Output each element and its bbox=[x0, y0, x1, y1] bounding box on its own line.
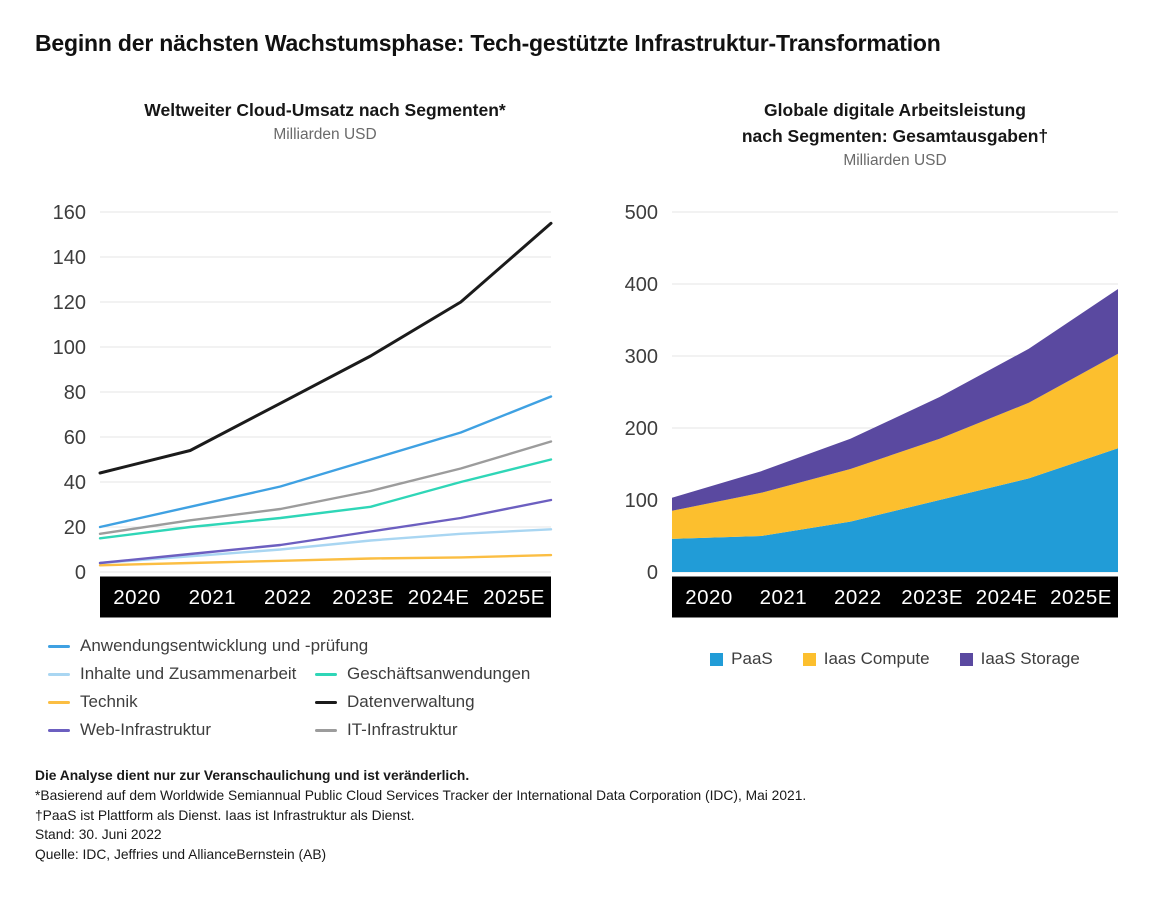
left-chart-title: Weltweiter Cloud-Umsatz nach Segmenten* bbox=[144, 100, 506, 120]
legend-row: Inhalte und Zusammenarbeit Geschäftsanwen… bbox=[48, 660, 530, 688]
legend-square-swatch bbox=[959, 652, 973, 666]
area-chart-legend: PaaS Iaas Compute IaaS Storage bbox=[672, 649, 1118, 669]
x-axis-tick-label: 2021 bbox=[760, 586, 808, 609]
footnote-definitions: †PaaS ist Plattform als Dienst. Iaas ist… bbox=[35, 807, 415, 823]
area-series-paas bbox=[672, 448, 1118, 572]
y-axis-tick-label: 300 bbox=[625, 346, 658, 368]
x-axis-tick-label: 2024E bbox=[976, 586, 1038, 609]
legend-label: Geschäftsanwendungen bbox=[347, 664, 531, 683]
x-axis-tick-label: 2025E bbox=[483, 586, 545, 609]
x-axis-tick-label: 2021 bbox=[189, 586, 237, 609]
legend-label: IT-Infrastruktur bbox=[347, 720, 458, 739]
left-chart-title-block: Weltweiter Cloud-Umsatz nach Segmenten* … bbox=[45, 97, 605, 144]
legend-square-swatch bbox=[710, 652, 724, 666]
y-axis-tick-label: 80 bbox=[64, 382, 86, 404]
line-series-geschäftsanwendungen bbox=[98, 458, 553, 540]
right-chart-subtitle: Milliarden USD bbox=[843, 152, 947, 169]
footnote-source: Quelle: IDC, Jeffries und AllianceBernst… bbox=[35, 847, 327, 863]
legend-item-technik: Technik bbox=[48, 692, 315, 712]
legend-item-iaas-storage: IaaS Storage bbox=[959, 649, 1080, 669]
legend-label: Anwendungsentwicklung und -prüfung bbox=[80, 636, 369, 655]
line-series-inhalte-und-zusammenarbeit bbox=[98, 528, 553, 565]
legend-line-swatch bbox=[315, 672, 337, 676]
legend-item-inhalte-und-zusammenarbeit: Inhalte und Zusammenarbeit bbox=[48, 664, 315, 684]
footnote-disclaimer: Die Analyse dient nur zur Veranschaulich… bbox=[35, 768, 470, 783]
legend-item-anwendungsentwicklung-und-prüfung: Anwendungsentwicklung und -prüfung bbox=[48, 636, 368, 656]
y-axis-tick-label: 400 bbox=[625, 274, 658, 296]
footnotes: Die Analyse dient nur zur Veranschaulich… bbox=[35, 766, 806, 865]
legend-row: Web-Infrastruktur IT-Infrastruktur bbox=[48, 716, 530, 744]
line-series-datenverwaltung bbox=[98, 221, 553, 475]
right-chart-title-block: Globale digitale Arbeitsleistung nach Se… bbox=[640, 97, 1150, 170]
area-series-iaas-compute bbox=[672, 353, 1118, 539]
legend-square-swatch bbox=[802, 652, 816, 666]
legend-label: Inhalte und Zusammenarbeit bbox=[80, 664, 297, 683]
footnote-source-idc: *Basierend auf dem Worldwide Semiannual … bbox=[35, 787, 807, 803]
y-axis-tick-label: 100 bbox=[625, 490, 658, 512]
legend-row: Anwendungsentwicklung und -prüfung bbox=[48, 632, 530, 660]
x-axis-tick-label: 2023E bbox=[901, 586, 963, 609]
legend-line-swatch bbox=[48, 728, 70, 732]
cloud-revenue-line-chart: 0 20 40 60 80 100 120 140 160 2020 2021 2022 2023E 20… bbox=[53, 202, 553, 618]
x-axis-tick-label: 2023E bbox=[332, 586, 394, 609]
legend-line-swatch bbox=[48, 672, 70, 676]
x-axis-tick-label: 2020 bbox=[685, 586, 733, 609]
y-axis-tick-label: 20 bbox=[64, 517, 86, 539]
y-axis-tick-label: 120 bbox=[53, 292, 86, 314]
y-axis-tick-label: 40 bbox=[64, 472, 86, 494]
page-title: Beginn der nächsten Wachstumsphase: Tech… bbox=[35, 30, 941, 56]
footnote-date: Stand: 30. Juni 2022 bbox=[35, 827, 162, 843]
area-series-iaas-storage bbox=[672, 289, 1118, 511]
legend-label: Web-Infrastruktur bbox=[80, 720, 212, 739]
x-axis-band bbox=[672, 576, 1118, 618]
x-axis-tick-label: 2022 bbox=[834, 586, 882, 609]
line-series-technik bbox=[98, 553, 553, 567]
x-axis-tick-label: 2024E bbox=[408, 586, 470, 609]
y-axis-tick-label: 0 bbox=[75, 562, 86, 584]
legend-line-swatch bbox=[315, 728, 337, 732]
legend-item-geschäftsanwendungen: Geschäftsanwendungen bbox=[315, 664, 530, 684]
right-chart-title-line1: Globale digitale Arbeitsleistung bbox=[764, 100, 1026, 120]
line-chart-legend: Anwendungsentwicklung und -prüfung Inhalt… bbox=[48, 632, 530, 744]
line-series-anwendungsentwicklung-und-prüfung bbox=[98, 395, 553, 529]
y-axis-tick-label: 0 bbox=[647, 562, 658, 584]
y-axis-tick-label: 140 bbox=[53, 247, 86, 269]
x-axis-band bbox=[100, 576, 551, 618]
legend-label: Iaas Compute bbox=[823, 649, 930, 668]
legend-item-iaas-compute: Iaas Compute bbox=[802, 649, 930, 669]
legend-label: PaaS bbox=[731, 649, 773, 668]
legend-line-swatch bbox=[48, 644, 70, 648]
y-axis-tick-label: 60 bbox=[64, 427, 86, 449]
line-series-it-infrastruktur bbox=[98, 440, 553, 535]
legend-item-web-infrastruktur: Web-Infrastruktur bbox=[48, 720, 315, 740]
legend-line-swatch bbox=[48, 700, 70, 704]
left-chart-subtitle: Milliarden USD bbox=[273, 126, 377, 143]
legend-item-datenverwaltung: Datenverwaltung bbox=[315, 692, 475, 712]
legend-line-swatch bbox=[315, 700, 337, 704]
legend-label: Technik bbox=[80, 692, 138, 711]
y-axis-tick-label: 100 bbox=[53, 337, 86, 359]
y-axis-tick-label: 500 bbox=[625, 202, 658, 224]
x-axis-tick-label: 2025E bbox=[1050, 586, 1112, 609]
legend-row: Technik Datenverwaltung bbox=[48, 688, 530, 716]
legend-label: IaaS Storage bbox=[980, 649, 1080, 668]
right-chart-title-line2: nach Segmenten: Gesamtausgaben† bbox=[741, 126, 1049, 146]
digital-workload-area-chart: 0 100 200 300 400 500 2020 2021 2022 2023E 2024E 20… bbox=[625, 202, 1118, 618]
line-series-web-infrastruktur bbox=[98, 498, 553, 565]
legend-item-paas: PaaS bbox=[710, 649, 773, 669]
legend-label: Datenverwaltung bbox=[347, 692, 475, 711]
x-axis-tick-label: 2020 bbox=[113, 586, 161, 609]
x-axis-tick-label: 2022 bbox=[264, 586, 312, 609]
y-axis-tick-label: 200 bbox=[625, 418, 658, 440]
y-axis-tick-label: 160 bbox=[53, 202, 86, 224]
legend-item-it-infrastruktur: IT-Infrastruktur bbox=[315, 720, 458, 740]
